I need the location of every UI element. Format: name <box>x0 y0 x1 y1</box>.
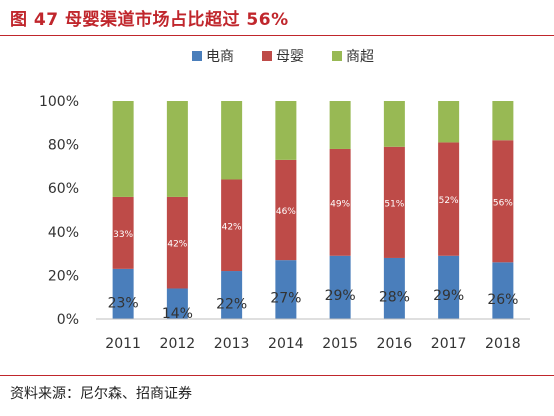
x-tick-label: 2012 <box>160 336 196 352</box>
bar-1-2016 <box>383 146 405 258</box>
chart-title: 图 47 母婴渠道市场占比超过 56% <box>10 10 289 30</box>
bar-0-2013 <box>221 271 243 319</box>
bar-1-2018 <box>492 140 514 263</box>
legend-label-2: 商超 <box>346 49 374 65</box>
y-tick-label: 40% <box>48 225 79 241</box>
title-divider <box>0 35 554 36</box>
bar-0-2014 <box>275 260 297 319</box>
data-label: 51% <box>384 199 404 209</box>
data-label: 27% <box>270 291 301 307</box>
bar-2-2017 <box>438 101 460 143</box>
source-note: 资料来源：尼尔森、招商证券 <box>10 386 192 402</box>
bar-2-2012 <box>166 101 188 197</box>
bar-0-2016 <box>383 257 405 319</box>
legend-label-1: 母婴 <box>276 49 304 65</box>
y-tick-label: 20% <box>48 268 79 284</box>
data-label: 56% <box>493 198 513 208</box>
data-label: 49% <box>330 199 350 209</box>
x-tick-label: 2011 <box>105 336 141 352</box>
x-tick-label: 2014 <box>268 336 304 352</box>
data-label: 14% <box>162 306 193 322</box>
data-label: 22% <box>216 297 247 313</box>
stacked-bar-chart: 电商 母婴 商超 0% 20% 40% 60% 80% 100% 23% 33% 2011 14% 42%… <box>39 49 530 352</box>
bar-0-2015 <box>329 255 351 319</box>
data-label: 42% <box>222 222 242 232</box>
data-label: 29% <box>325 288 356 304</box>
data-label: 46% <box>276 207 296 217</box>
data-label: 42% <box>167 240 187 250</box>
y-tick-label: 80% <box>48 138 79 154</box>
y-tick-label: 0% <box>57 312 79 328</box>
y-tick-label: 100% <box>39 94 79 110</box>
x-tick-label: 2013 <box>214 336 250 352</box>
bar-2-2011 <box>112 101 134 197</box>
bar-2-2018 <box>492 101 514 141</box>
bar-2-2014 <box>275 101 297 160</box>
y-tick-label: 60% <box>48 181 79 197</box>
bar-1-2014 <box>275 159 297 261</box>
bar-0-2018 <box>492 262 514 319</box>
bar-2-2016 <box>383 101 405 147</box>
data-label: 28% <box>379 289 410 305</box>
data-label: 23% <box>108 295 139 311</box>
data-label: 33% <box>113 230 133 240</box>
bar-2-2015 <box>329 101 351 149</box>
bar-0-2017 <box>438 255 460 319</box>
legend-swatch-2 <box>332 51 342 61</box>
data-label: 29% <box>433 288 464 304</box>
x-tick-label: 2016 <box>377 336 413 352</box>
bar-2-2013 <box>221 101 243 180</box>
bar-0-2011 <box>112 268 134 319</box>
data-label: 26% <box>487 292 518 308</box>
legend-swatch-0 <box>192 51 202 61</box>
x-tick-label: 2015 <box>322 336 358 352</box>
bar-1-2015 <box>329 148 351 256</box>
bar-0-2012 <box>166 288 188 319</box>
x-tick-label: 2018 <box>485 336 521 352</box>
bar-1-2011 <box>112 196 134 269</box>
legend-swatch-1 <box>262 51 272 61</box>
legend-label-0: 电商 <box>206 49 234 65</box>
bar-1-2012 <box>166 196 188 289</box>
bar-1-2013 <box>221 179 243 272</box>
source-divider <box>0 375 554 376</box>
data-label: 52% <box>439 196 459 206</box>
bar-1-2017 <box>438 142 460 256</box>
x-tick-label: 2017 <box>431 336 467 352</box>
